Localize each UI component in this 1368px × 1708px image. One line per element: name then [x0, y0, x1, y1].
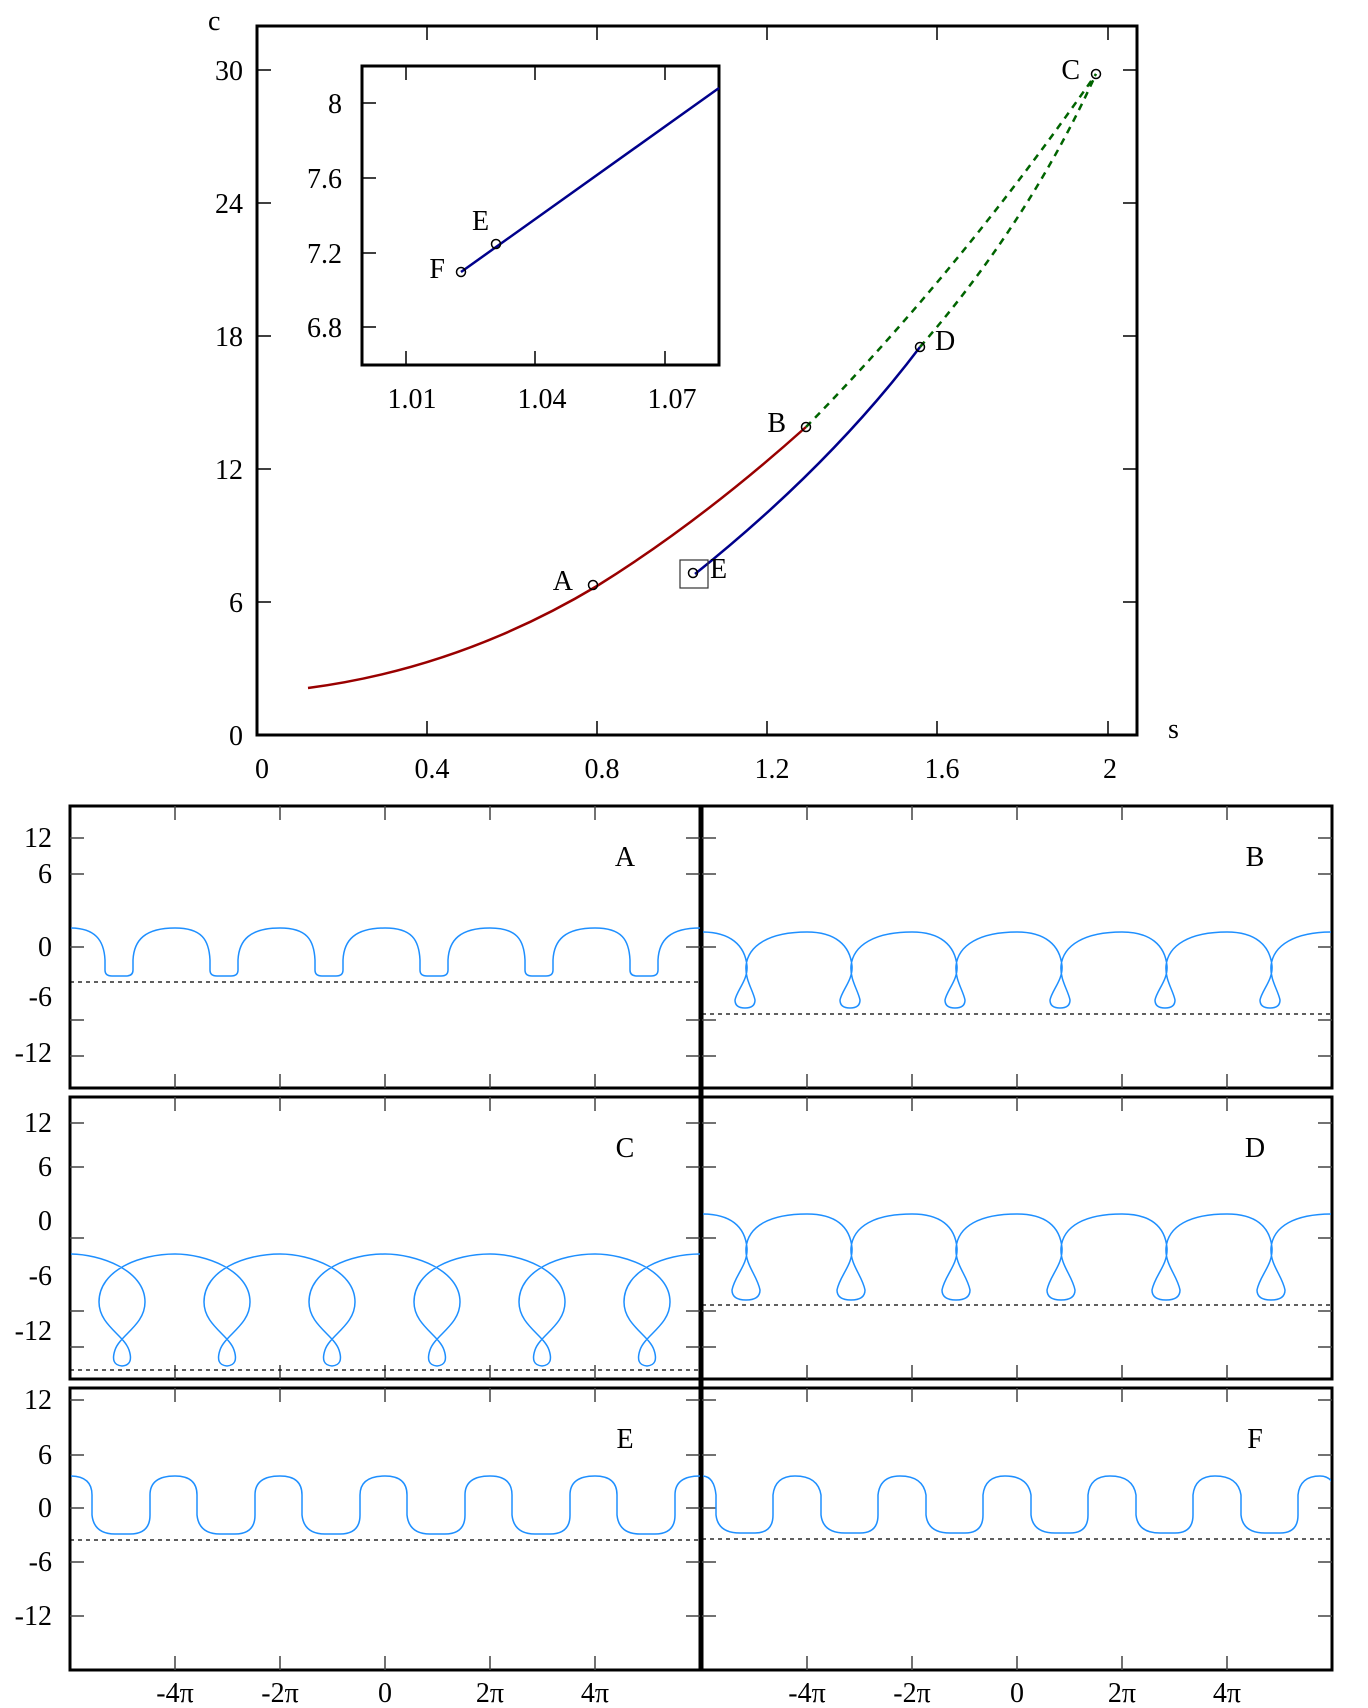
panelC-ytick-12: 12 — [24, 1108, 52, 1139]
right-xtick-4pi: 4π — [1213, 1678, 1241, 1708]
panel-ticks — [70, 806, 1332, 1670]
left-xtick-2pi: 2π — [476, 1678, 504, 1708]
panel-label-A: A — [615, 842, 636, 873]
panel-B-frame — [700, 804, 1334, 1090]
panel-y-tick-labels: 12 6 0 -6 -12 12 6 0 -6 -12 12 6 0 -6 -1… — [15, 823, 52, 1632]
main-x-tick-1.2: 1.2 — [755, 754, 790, 785]
left-xtick-m2pi: -2π — [261, 1678, 298, 1708]
profile-A — [71, 927, 700, 983]
panelC-ytick-m6: -6 — [29, 1261, 52, 1292]
left-xtick-0: 0 — [378, 1678, 392, 1708]
point-label-B: B — [767, 408, 786, 439]
panelE-ytick-12: 12 — [24, 1385, 52, 1416]
main-x-tick-0.8: 0.8 — [585, 754, 620, 785]
panelA-ytick-m12: -12 — [15, 1038, 52, 1069]
inset-y-tick-6.8: 6.8 — [307, 313, 342, 344]
profile-B — [703, 931, 1331, 1015]
main-plot: 0 6 12 18 24 30 0 0.4 0.8 1.2 1.6 2 c s … — [208, 6, 1179, 785]
panel-label-E: E — [616, 1424, 633, 1455]
panel-label-F: F — [1247, 1424, 1263, 1455]
main-y-tick-6: 6 — [229, 588, 243, 619]
main-x-axis-label: s — [1168, 714, 1179, 745]
inset-point-label-F: F — [429, 254, 445, 285]
panel-D-frame — [700, 1095, 1334, 1381]
main-y-ticks — [257, 69, 1137, 736]
panelE-ytick-6: 6 — [38, 1440, 52, 1471]
main-y-tick-30: 30 — [215, 56, 243, 87]
profile-D — [703, 1213, 1331, 1306]
inset-ticks — [362, 66, 666, 365]
panelA-ytick-12: 12 — [24, 823, 52, 854]
green-dashed-branch-D-C — [919, 73, 1098, 348]
panel-label-D: D — [1245, 1133, 1265, 1164]
main-point-markers — [587, 68, 1102, 591]
panelC-ytick-6: 6 — [38, 1152, 52, 1183]
panel-label-C: C — [616, 1133, 635, 1164]
main-x-tick-1.6: 1.6 — [925, 754, 960, 785]
marker-A — [587, 579, 599, 591]
main-y-tick-24: 24 — [215, 189, 243, 220]
profile-C — [71, 1253, 700, 1371]
point-label-D: D — [935, 326, 955, 357]
red-branch-curve — [307, 426, 807, 690]
right-xtick-2pi: 2π — [1108, 1678, 1136, 1708]
left-xtick-m4pi: -4π — [156, 1678, 193, 1708]
left-xtick-4pi: 4π — [581, 1678, 609, 1708]
right-xtick-m4pi: -4π — [788, 1678, 825, 1708]
main-y-tick-18: 18 — [215, 322, 243, 353]
panel-F-frame — [700, 1386, 1334, 1672]
main-y-tick-0: 0 — [229, 721, 243, 752]
main-x-tick-0: 0 — [255, 754, 269, 785]
right-xtick-m2pi: -2π — [893, 1678, 930, 1708]
main-y-axis-label: c — [208, 6, 220, 37]
zoom-region-box — [679, 559, 709, 589]
green-dashed-branch-B-C — [805, 73, 1098, 428]
point-label-C: C — [1061, 55, 1080, 86]
main-plot-frame — [255, 24, 1139, 737]
panelA-ytick-6: 6 — [38, 859, 52, 890]
panel-A-frame — [68, 804, 702, 1090]
point-label-E: E — [710, 554, 727, 585]
main-x-tick-2: 2 — [1103, 754, 1117, 785]
point-label-A: A — [553, 566, 574, 597]
inset-point-label-E: E — [472, 206, 489, 237]
panel-x-tick-labels: -4π -2π 0 2π 4π -4π -2π 0 2π 4π — [156, 1678, 1241, 1708]
panelE-ytick-m12: -12 — [15, 1601, 52, 1632]
inset-marker-E — [490, 238, 502, 250]
main-y-tick-12: 12 — [215, 455, 243, 486]
panelC-ytick-m12: -12 — [15, 1316, 52, 1347]
inset-blue-curve — [460, 86, 720, 274]
panel-E-frame — [68, 1386, 702, 1672]
panelC-ytick-0: 0 — [38, 1206, 52, 1237]
marker-D — [914, 341, 926, 353]
inset-y-tick-7.2: 7.2 — [307, 239, 342, 270]
panel-label-B: B — [1246, 842, 1265, 873]
inset-marker-F — [455, 266, 467, 278]
main-x-tick-0.4: 0.4 — [415, 754, 450, 785]
inset-y-tick-8: 8 — [328, 89, 342, 120]
panelA-ytick-m6: -6 — [29, 982, 52, 1013]
marker-B — [800, 421, 812, 433]
inset-x-tick-1.01: 1.01 — [388, 384, 437, 415]
panelE-ytick-m6: -6 — [29, 1547, 52, 1578]
marker-C — [1090, 68, 1102, 80]
panelA-ytick-0: 0 — [38, 932, 52, 963]
blue-branch-curve — [694, 346, 921, 575]
panel-C-frame — [68, 1095, 702, 1381]
profile-F — [703, 1475, 1331, 1540]
main-x-ticks — [426, 26, 1109, 735]
inset-x-tick-1.07: 1.07 — [648, 384, 697, 415]
profile-E — [71, 1475, 700, 1541]
inset-point-markers — [455, 238, 502, 278]
inset-y-tick-7.6: 7.6 — [307, 164, 342, 195]
inset-plot: 8 7.6 7.2 6.8 1.01 1.04 1.07 F E — [307, 64, 721, 415]
marker-E — [687, 567, 699, 579]
panelE-ytick-0: 0 — [38, 1493, 52, 1524]
right-xtick-0: 0 — [1010, 1678, 1024, 1708]
inset-x-tick-1.04: 1.04 — [518, 384, 567, 415]
